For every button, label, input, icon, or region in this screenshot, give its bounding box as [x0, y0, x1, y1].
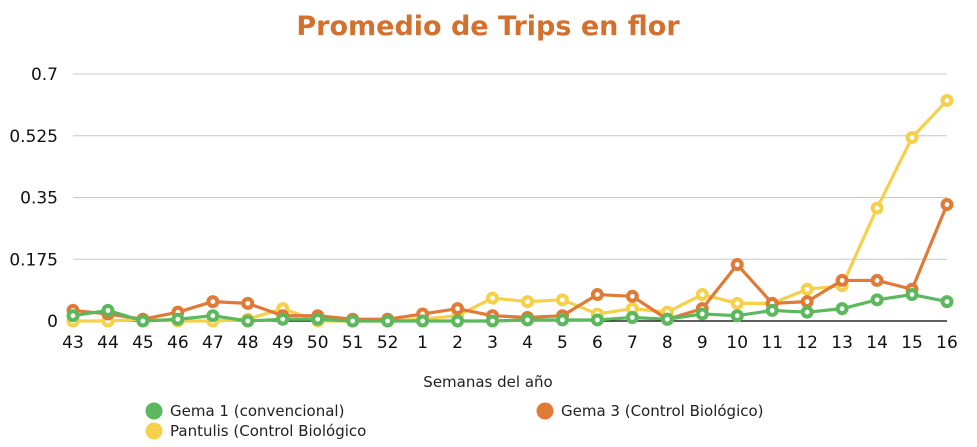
series-line — [71, 98, 949, 323]
data-point-center — [245, 318, 251, 324]
data-point-center — [140, 318, 146, 324]
x-tick-label: 1 — [417, 333, 428, 353]
x-tick-label: 50 — [307, 333, 329, 353]
y-tick-label: 0.175 — [9, 250, 58, 270]
data-point-center — [804, 286, 810, 292]
series-line — [71, 202, 949, 321]
data-point-center — [210, 299, 216, 304]
data-point-center — [874, 297, 880, 303]
y-tick-label: 0.525 — [9, 127, 58, 147]
x-tick-label: 9 — [697, 333, 708, 353]
data-point-center — [595, 292, 600, 297]
chart-title: Promedio de Trips en flor — [296, 11, 680, 42]
data-point-center — [874, 278, 880, 283]
series-1 — [66, 288, 954, 328]
data-point-center — [560, 317, 565, 323]
x-tick-label: 43 — [62, 333, 84, 353]
data-point-center — [490, 318, 495, 324]
data-point-center — [420, 318, 425, 324]
x-tick-label: 8 — [662, 333, 673, 353]
data-point-center — [909, 135, 915, 140]
data-point-center — [839, 278, 845, 283]
x-tick-label: 45 — [132, 333, 154, 353]
data-point-center — [804, 299, 810, 304]
x-tick-label: 52 — [377, 333, 399, 353]
x-tick-label: 7 — [627, 333, 638, 353]
data-point-center — [629, 293, 635, 299]
data-point-center — [734, 313, 740, 319]
y-tick-label: 0.35 — [20, 189, 58, 209]
x-tick-label: 13 — [831, 333, 853, 353]
legend-item: Gema 1 (convencional) — [145, 402, 344, 420]
data-point-center — [280, 316, 286, 322]
data-point-center — [315, 316, 321, 322]
data-point-center — [525, 317, 530, 323]
data-point-center — [839, 306, 845, 312]
data-point-center — [734, 300, 740, 306]
x-tick-label: 15 — [901, 333, 923, 353]
x-tick-label: 3 — [487, 333, 498, 353]
data-point-center — [455, 318, 460, 324]
series-layer — [66, 93, 954, 328]
x-tick-label: 47 — [202, 333, 224, 353]
data-point-center — [734, 262, 740, 267]
data-point-center — [385, 318, 391, 324]
data-point-center — [175, 316, 181, 322]
legend-item: Gema 3 (Control Biológico) — [536, 402, 764, 420]
legend: Gema 1 (convencional) Gema 3 (Control Bio… — [145, 402, 764, 440]
legend-label: Pantulis (Control Biológico — [170, 422, 366, 440]
legend-label: Gema 3 (Control Biológico) — [561, 402, 764, 420]
x-tick-label: 10 — [726, 333, 748, 353]
data-point-center — [595, 317, 600, 323]
data-point-center — [874, 205, 880, 211]
y-tick-label: 0.7 — [31, 65, 58, 85]
x-tick-label: 2 — [452, 333, 463, 353]
data-point-center — [629, 306, 635, 312]
x-tick-label: 6 — [592, 333, 603, 353]
data-point-center — [210, 313, 216, 319]
data-point-center — [525, 299, 530, 304]
data-point-center — [804, 309, 810, 315]
x-tick-label: 51 — [342, 333, 364, 353]
legend-label: Gema 1 (convencional) — [170, 402, 344, 420]
data-point-center — [699, 311, 705, 317]
x-tick-label: 46 — [167, 333, 189, 353]
x-axis-label: Semanas del año — [423, 373, 552, 391]
data-point-center — [909, 292, 915, 297]
data-point-center — [699, 292, 705, 297]
data-point-center — [455, 306, 460, 312]
legend-marker — [536, 402, 554, 420]
y-tick-label: 0 — [47, 312, 58, 332]
data-point-center — [105, 308, 111, 313]
legend-item: Pantulis (Control Biológico — [145, 422, 366, 440]
data-point-center — [245, 300, 251, 306]
data-point-center — [629, 315, 635, 320]
x-tick-label: 5 — [557, 333, 568, 353]
grid-layer — [73, 73, 947, 322]
data-point-center — [70, 313, 76, 319]
x-tick-label: 12 — [796, 333, 818, 353]
data-point-center — [664, 316, 670, 322]
x-tick-label: 16 — [936, 333, 958, 353]
series-2 — [66, 198, 954, 326]
legend-marker — [145, 422, 163, 440]
legend-marker — [145, 402, 163, 420]
x-tick-label: 44 — [97, 333, 119, 353]
data-point-center — [560, 297, 565, 303]
x-tick-label: 11 — [761, 333, 783, 353]
x-tick-label: 49 — [272, 333, 294, 353]
data-point-center — [769, 308, 775, 313]
data-point-center — [944, 202, 950, 207]
x-tick-label: 14 — [866, 333, 888, 353]
data-point-center — [490, 295, 495, 301]
x-tick-label: 48 — [237, 333, 259, 353]
x-tick-label: 4 — [522, 333, 533, 353]
data-point-center — [350, 318, 356, 324]
data-point-center — [944, 98, 950, 103]
data-point-center — [944, 299, 950, 304]
